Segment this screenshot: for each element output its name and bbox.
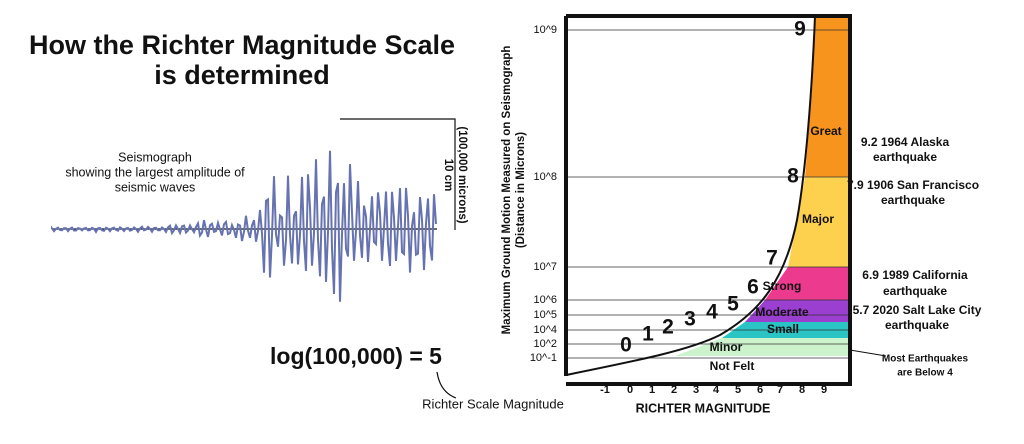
scale-label: (100,000 microns) [456, 126, 468, 223]
equation: log(100,000) = 5 [270, 343, 442, 369]
x-label: 9 [821, 384, 827, 396]
equation-caption: Richter Scale Magnitude [422, 396, 564, 411]
zone-fill [675, 338, 850, 356]
annotation: are Below 4 [897, 368, 953, 379]
title: is determined [154, 60, 330, 90]
magnitude-curve [565, 15, 816, 376]
y-label: 10^6 [533, 294, 557, 306]
title: How the Richter Magnitude Scale [29, 30, 455, 60]
y-label: 10^9 [533, 24, 557, 36]
annotation: Most Earthquakes [882, 354, 969, 365]
zone-label: Major [802, 212, 834, 226]
zones [566, 16, 850, 359]
annotation: earthquake [883, 284, 947, 298]
curve-label: 4 [706, 301, 718, 324]
seismograph-label: showing the largest amplitude of [65, 165, 245, 179]
curve-label: 8 [787, 165, 799, 188]
curve-label: 3 [684, 308, 696, 331]
x-axis-title: RICHTER MAGNITUDE [636, 401, 771, 415]
annotation: 9.2 1964 Alaska [861, 135, 950, 149]
scale-bracket [340, 118, 456, 230]
annotation: 6.9 1989 California [862, 268, 968, 282]
x-label: 2 [671, 384, 677, 396]
curve-label: 7 [766, 247, 778, 270]
y-label: 10^4 [533, 324, 557, 336]
annotation: earthquake [873, 150, 937, 164]
chart-frame [564, 14, 852, 386]
curve-label: 2 [662, 316, 674, 339]
x-label: -1 [600, 384, 610, 396]
curve-label: 9 [794, 18, 806, 41]
seismograph-label: Seismograph [118, 150, 192, 164]
seismic-wave [51, 150, 437, 302]
annotation: 5.7 2020 Salt Lake City [853, 303, 982, 317]
zone-label: Great [810, 124, 841, 138]
zone-label: Strong [763, 279, 802, 293]
zone-label: Not Felt [710, 359, 755, 373]
curve-label: 0 [620, 334, 632, 357]
y-axis-title: (Distance in Microns) [515, 132, 527, 248]
y-label: 10^2 [533, 338, 557, 350]
x-label: 0 [627, 384, 633, 396]
annotation: earthquake [885, 318, 949, 332]
caption-pointer [436, 371, 457, 399]
x-label: 1 [649, 384, 655, 396]
x-label: 8 [799, 384, 805, 396]
zone-label: Minor [710, 340, 743, 354]
x-label: 4 [713, 384, 720, 396]
zone-label: Moderate [755, 305, 809, 319]
zone-fill [788, 177, 850, 267]
y-label: 10^8 [533, 171, 557, 183]
scale-label: 10 cm [442, 159, 454, 192]
annotation: earthquake [881, 193, 945, 207]
y-label: 10^5 [533, 309, 557, 321]
y-label: 10^7 [533, 261, 557, 273]
x-label: 3 [693, 384, 699, 396]
x-label: 7 [777, 384, 783, 396]
x-label: 5 [735, 384, 741, 396]
zone-fill [765, 267, 850, 300]
annotation: 7.9 1906 San Francisco [847, 178, 979, 192]
x-label: 6 [757, 384, 763, 396]
zone-fill [745, 300, 850, 322]
zone-fill [805, 16, 850, 177]
curve-label: 6 [747, 276, 759, 299]
annotation-pointer [849, 349, 887, 357]
y-axis-title: Maximum Ground Motion Measured on Seismo… [501, 46, 513, 335]
y-label: 10^-1 [530, 352, 557, 364]
curve-label: 1 [642, 323, 654, 346]
seismograph-label: seismic waves [115, 180, 196, 194]
curve-label: 5 [727, 293, 739, 316]
zone-label: Small [767, 322, 799, 336]
